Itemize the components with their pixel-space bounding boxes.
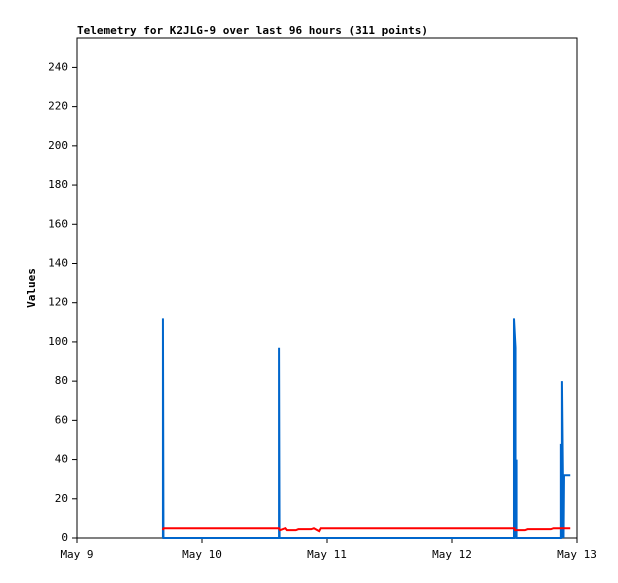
- series-line: [161, 527, 571, 533]
- y-tick-label: 60: [55, 413, 68, 426]
- y-tick-label: 120: [48, 296, 68, 309]
- y-tick-label: 20: [55, 492, 68, 505]
- y-tick-label: 240: [48, 60, 68, 73]
- x-tick-label: May 11: [307, 548, 347, 561]
- y-tick-label: 220: [48, 100, 68, 113]
- y-tick-label: 0: [61, 531, 68, 544]
- y-tick-label: 160: [48, 217, 68, 230]
- x-tick-label: May 9: [60, 548, 93, 561]
- y-tick-label: 100: [48, 335, 68, 348]
- y-axis-label: Values: [25, 268, 38, 308]
- y-tick-label: 140: [48, 256, 68, 269]
- x-tick-label: May 10: [182, 548, 222, 561]
- y-tick-label: 40: [55, 453, 68, 466]
- series-line: [161, 318, 571, 539]
- y-tick-label: 180: [48, 178, 68, 191]
- y-tick-label: 80: [55, 374, 68, 387]
- chart-title: Telemetry for K2JLG-9 over last 96 hours…: [77, 24, 428, 37]
- x-tick-label: May 12: [432, 548, 472, 561]
- y-tick-label: 200: [48, 139, 68, 152]
- x-tick-label: May 13: [557, 548, 597, 561]
- plot-frame: [76, 37, 578, 539]
